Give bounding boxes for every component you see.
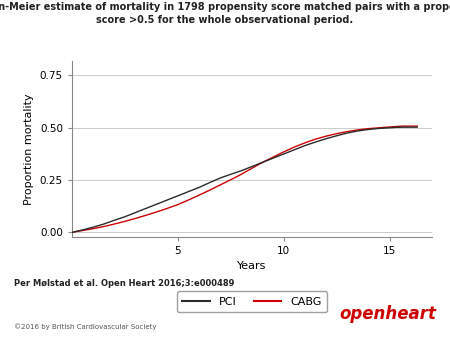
Text: score >0.5 for the whole observational period.: score >0.5 for the whole observational p… — [96, 15, 354, 25]
Legend: PCI, CABG: PCI, CABG — [177, 291, 327, 312]
Text: openheart: openheart — [339, 305, 436, 323]
Text: Kaplan-Meier estimate of mortality in 1798 propensity score matched pairs with a: Kaplan-Meier estimate of mortality in 17… — [0, 2, 450, 12]
X-axis label: Years: Years — [237, 261, 267, 271]
Text: Per Mølstad et al. Open Heart 2016;3:e000489: Per Mølstad et al. Open Heart 2016;3:e00… — [14, 279, 234, 288]
Text: ©2016 by British Cardiovascular Society: ©2016 by British Cardiovascular Society — [14, 323, 156, 330]
Y-axis label: Proportion mortality: Proportion mortality — [24, 93, 34, 204]
